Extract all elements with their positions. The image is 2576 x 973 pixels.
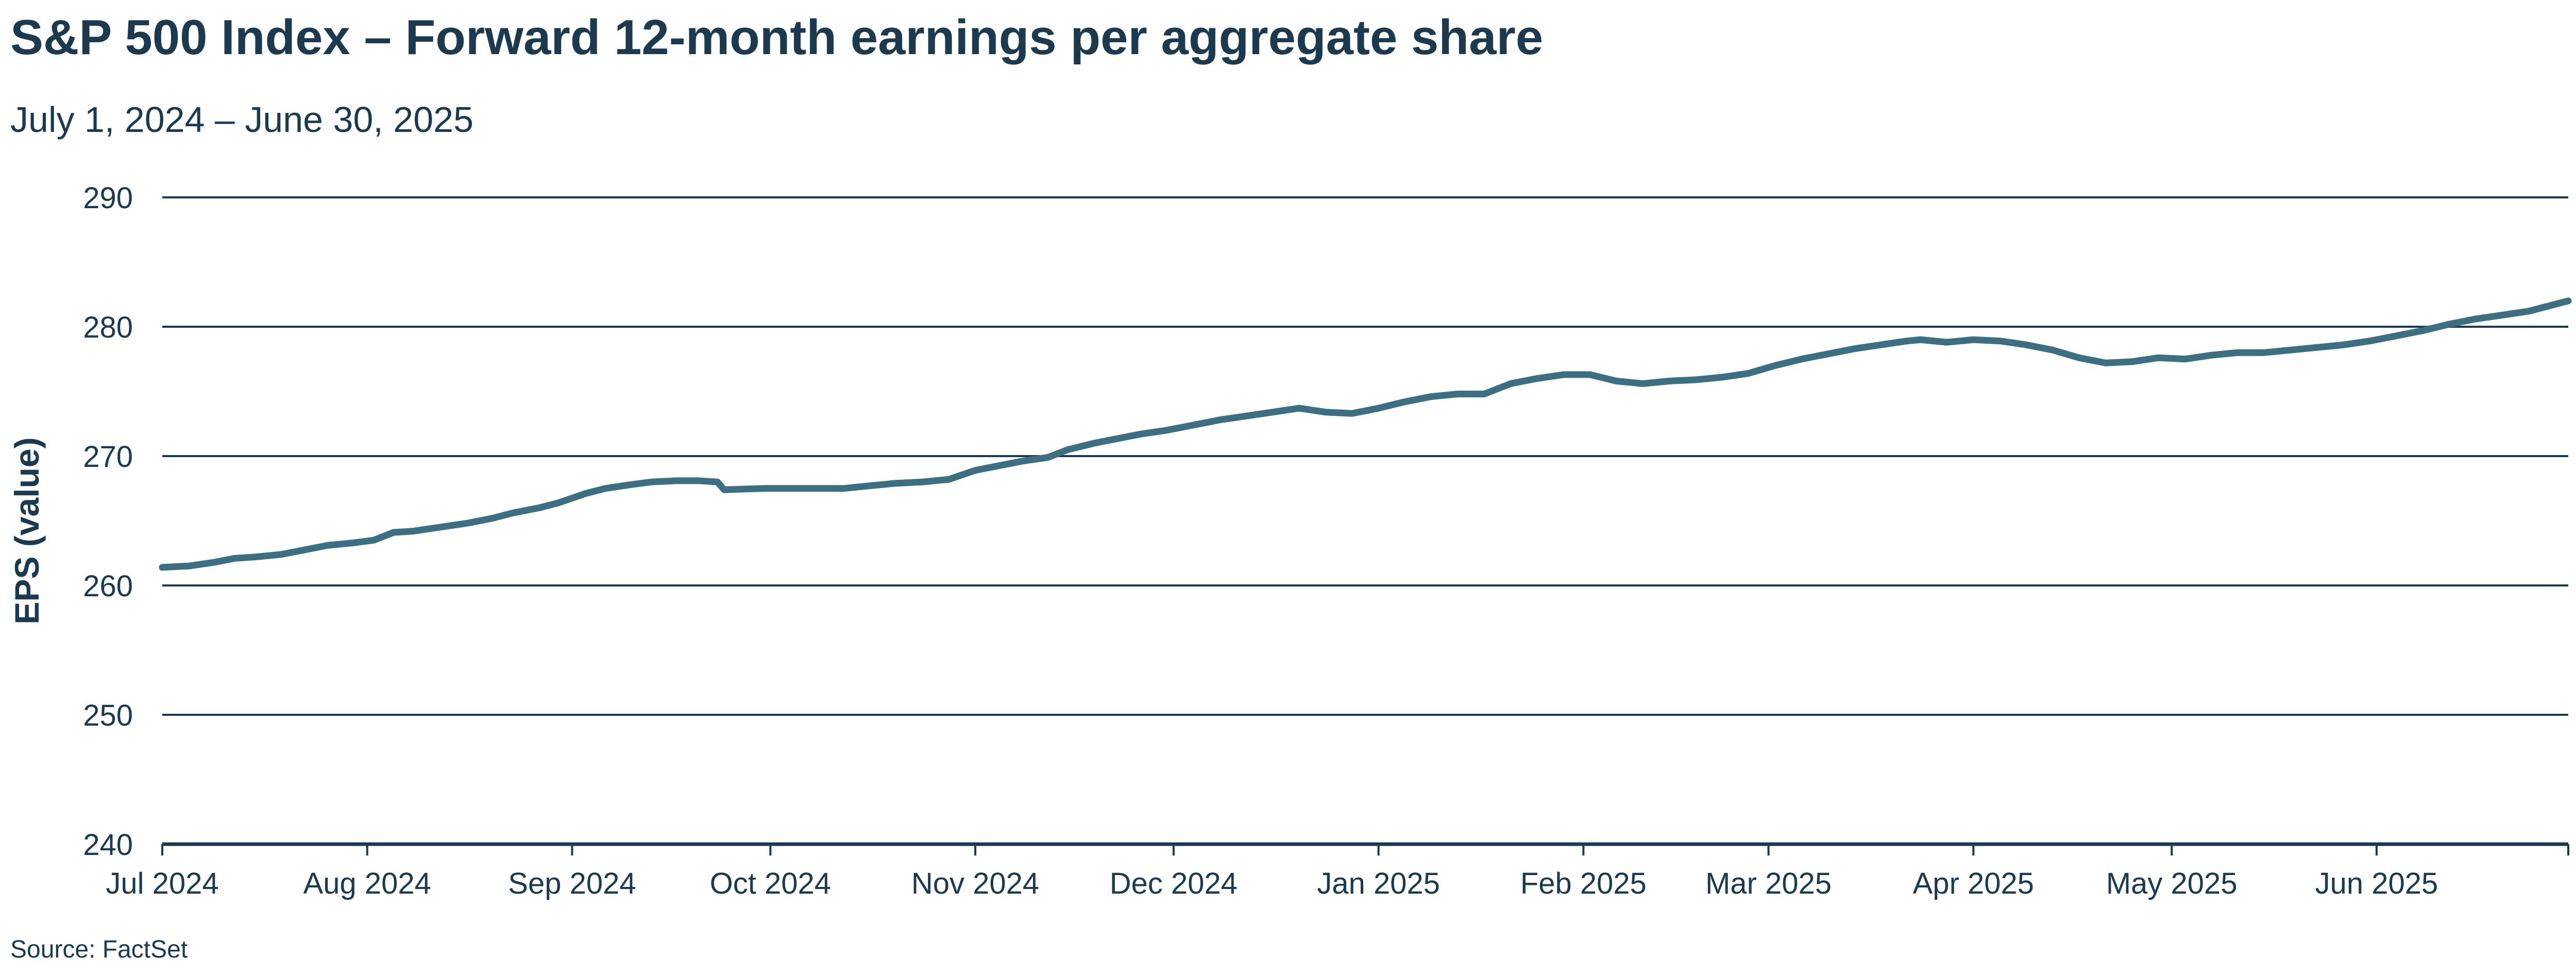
y-tick-label: 290 xyxy=(83,181,133,215)
source-note: Source: FactSet xyxy=(10,936,188,963)
x-axis: Jul 2024 Aug 2024 Sep 2024 Oct 2024 Nov 2024… xyxy=(106,844,2569,900)
x-tick-label: Dec 2024 xyxy=(1110,867,1238,900)
y-tick-label: 280 xyxy=(83,311,133,344)
x-tick-label: May 2025 xyxy=(2106,867,2238,900)
x-tick-label: Jun 2025 xyxy=(2315,867,2438,900)
series-group xyxy=(159,297,2572,571)
chart-title: S&P 500 Index – Forward 12-month earning… xyxy=(10,10,1544,65)
x-tick-label: Jan 2025 xyxy=(1317,867,1440,900)
x-tick-label: Nov 2024 xyxy=(911,867,1039,900)
y-tick-label: 240 xyxy=(83,828,133,862)
gridlines xyxy=(162,196,2568,846)
series-line xyxy=(159,297,2572,571)
x-tick-label: Aug 2024 xyxy=(303,867,431,900)
y-axis-ticks: 240 250 260 270 280 290 xyxy=(83,181,133,862)
x-tick-label: Feb 2025 xyxy=(1520,867,1647,900)
y-tick-label: 260 xyxy=(83,569,133,603)
y-axis-title: EPS (value) xyxy=(8,437,46,624)
y-tick-label: 270 xyxy=(83,440,133,474)
x-tick-label: Sep 2024 xyxy=(508,867,636,900)
x-tick-label: Apr 2025 xyxy=(1913,867,2034,900)
x-tick-label: Mar 2025 xyxy=(1705,867,1832,900)
y-tick-label: 250 xyxy=(83,699,133,732)
x-tick-label: Oct 2024 xyxy=(710,867,831,900)
x-tick-label: Jul 2024 xyxy=(106,867,218,900)
chart-subtitle: July 1, 2024 – June 30, 2025 xyxy=(10,99,474,140)
